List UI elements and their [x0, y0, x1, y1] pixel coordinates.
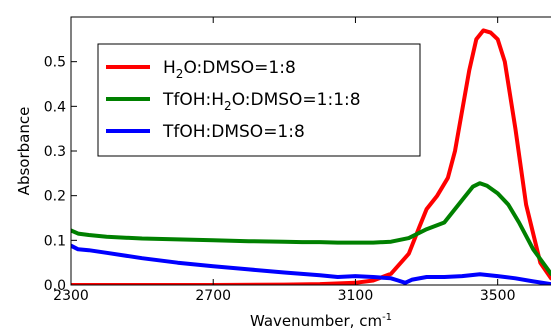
- y-tick-label: 0.5: [44, 55, 66, 71]
- legend-label-part: TfOH:H: [162, 90, 224, 110]
- x-tick-label: 2300: [53, 288, 89, 304]
- series-line-2: [71, 181, 551, 276]
- legend-label-3: TfOH:DMSO=1:8: [162, 122, 305, 142]
- x-axis-title-superscript: -1: [382, 312, 392, 323]
- x-tick-label: 3100: [338, 288, 374, 304]
- legend-subscript: 2: [224, 99, 232, 113]
- y-axis-title: Absorbance: [15, 107, 33, 196]
- x-tick-label: 2700: [195, 288, 231, 304]
- legend-label-part: H: [163, 58, 176, 78]
- y-tick-label: 0.2: [44, 189, 66, 205]
- legend-box: [97, 43, 421, 157]
- legend-label-part: O:DMSO=1:8: [183, 58, 295, 78]
- legend: H2O:DMSO=1:8TfOH:H2O:DMSO=1:1:8TfOH:DMSO…: [97, 43, 421, 157]
- legend-label-part: O:DMSO=1:1:8: [232, 90, 361, 110]
- series-line-3: [71, 243, 551, 285]
- series-line-1: [71, 28, 551, 285]
- y-tick-label: 0.0: [44, 278, 66, 294]
- y-tick-label: 0.1: [44, 233, 66, 249]
- y-tick-label: 0.4: [44, 99, 66, 115]
- axes-group: 2300 2700 3100 3500 0.0 0.1 0.2 0.3 0.4 0.5 Wavenu…: [15, 16, 551, 330]
- x-tick-label: 3500: [480, 288, 516, 304]
- legend-subscript: 2: [176, 67, 184, 81]
- legend-label-2: TfOH:H2O:DMSO=1:1:8: [162, 90, 361, 113]
- x-axis-title: Wavenumber, cm-1: [250, 312, 392, 330]
- curves-group: [71, 28, 551, 285]
- y-tick-label: 0.3: [44, 144, 66, 160]
- legend-label-part: TfOH:DMSO=1:8: [162, 122, 305, 142]
- legend-label-1: H2O:DMSO=1:8: [163, 58, 296, 81]
